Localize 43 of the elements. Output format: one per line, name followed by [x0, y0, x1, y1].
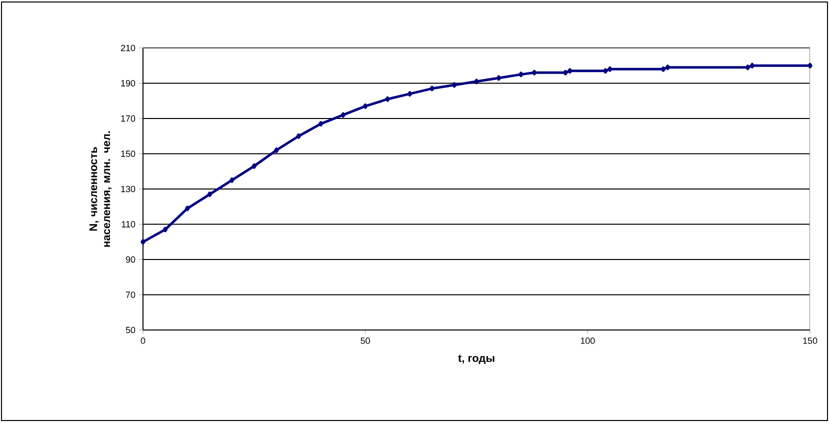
y-tick-label: 90 [126, 256, 136, 263]
y-tick-label: 210 [120, 44, 136, 52]
point [362, 103, 368, 109]
x-axis-title: t, годы [458, 354, 494, 364]
point [474, 78, 479, 84]
point [252, 163, 257, 169]
y-tick-label: 50 [126, 326, 136, 334]
point [745, 64, 750, 70]
y-tick-label: 130 [121, 186, 136, 192]
point [274, 147, 279, 153]
point [407, 91, 412, 97]
point [750, 62, 755, 68]
x-tick-label: 50 [360, 338, 370, 344]
point [665, 64, 670, 70]
point [140, 239, 146, 245]
point [162, 226, 168, 232]
point [660, 66, 666, 72]
point [207, 192, 212, 198]
point [608, 66, 612, 72]
point [340, 112, 346, 118]
y-axis-title: N, численность населения, млн. чел. [90, 131, 112, 247]
point [808, 62, 812, 68]
point [568, 68, 572, 74]
point [496, 75, 502, 81]
point [518, 72, 524, 78]
point [563, 70, 568, 76]
y-tick-label: 70 [126, 292, 136, 298]
y-tick-label: 150 [121, 150, 136, 157]
point [603, 68, 608, 74]
point [532, 70, 537, 76]
point [452, 82, 457, 88]
point [185, 206, 190, 212]
x-tick-label: 100 [580, 338, 595, 344]
x-tick-label: 0 [140, 338, 146, 344]
point [296, 133, 302, 139]
x-tick-label: 150 [803, 338, 818, 344]
point [318, 121, 324, 127]
y-tick-label: 190 [121, 80, 136, 86]
y-tick-label: 110 [122, 221, 136, 228]
point [230, 177, 234, 183]
point [430, 86, 434, 92]
y-tick-label: 170 [121, 115, 136, 122]
point [385, 96, 390, 102]
